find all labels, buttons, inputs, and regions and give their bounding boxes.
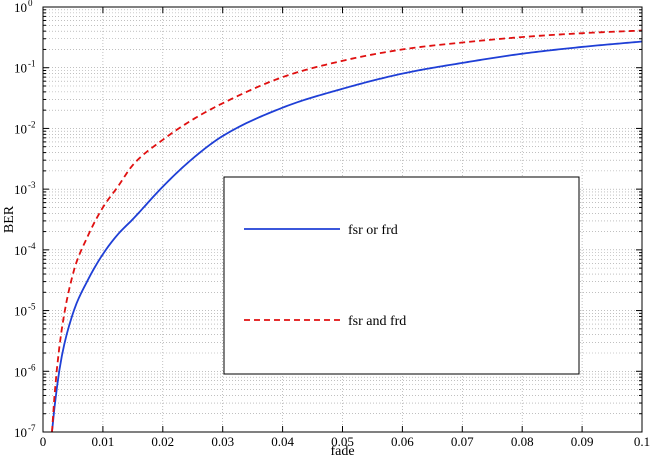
- y-tick-label: 10 0: [14, 0, 33, 15]
- grid: [43, 7, 642, 432]
- y-tick-base: 10: [14, 0, 27, 15]
- y-tick-base: 10: [14, 304, 27, 319]
- x-tick-label: 0.01: [92, 434, 115, 449]
- y-tick-label: 10 -7: [14, 423, 36, 440]
- x-tick-label: 0.04: [271, 434, 294, 449]
- y-tick-base: 10: [14, 182, 27, 197]
- series-layer: [51, 29, 643, 433]
- y-tick-label: 10 -2: [14, 119, 36, 136]
- y-tick-exponent: -5: [28, 302, 36, 312]
- x-tick-label: 0: [40, 434, 47, 449]
- y-axis-label: BER: [2, 205, 17, 233]
- legend-label-fsr-or-frd: fsr or frd: [348, 223, 398, 238]
- y-tick-exponent: -6: [28, 362, 36, 372]
- y-tick-label: 10 -1: [14, 59, 36, 76]
- y-tick-base: 10: [14, 61, 27, 76]
- y-tick-exponent: -7: [28, 423, 36, 433]
- legend: fsr or frd fsr and frd: [223, 176, 580, 375]
- x-tick-label: 0.02: [151, 434, 174, 449]
- x-tick-labels: 0 0.01 0.02 0.03 0.04 0.05 0.06 0.07 0.08 0.09 0.1: [40, 434, 650, 449]
- legend-label-fsr-and-frd: fsr and frd: [348, 314, 406, 329]
- y-tick-label: 10 -4: [14, 241, 36, 258]
- series-line-fsr-and-frd: [51, 29, 643, 433]
- y-tick-base: 10: [14, 121, 27, 136]
- y-tick-exponent: -2: [28, 119, 36, 129]
- y-tick-label: 10 -6: [14, 362, 36, 379]
- y-tick-exponent: -3: [28, 180, 36, 190]
- x-tick-label: 0.03: [211, 434, 234, 449]
- y-tick-base: 10: [14, 364, 27, 379]
- y-tick-base: 10: [14, 425, 27, 440]
- y-tick-base: 10: [14, 243, 27, 258]
- x-tick-label: 0.06: [391, 434, 414, 449]
- legend-box: [223, 176, 580, 375]
- x-tick-label: 0.1: [634, 434, 650, 449]
- y-tick-exponent: -4: [28, 241, 36, 251]
- y-tick-exponent: -1: [28, 59, 36, 69]
- x-tick-label: 0.09: [571, 434, 594, 449]
- y-tick-label: 10 -5: [14, 302, 36, 319]
- x-tick-label: 0.08: [511, 434, 534, 449]
- y-tick-exponent: 0: [28, 0, 33, 8]
- x-tick-label: 0.07: [451, 434, 474, 449]
- y-tick-label: 10 -3: [14, 180, 36, 197]
- x-axis-label: fade: [330, 444, 354, 459]
- x-tick-label: 0.05: [331, 434, 354, 449]
- series-line-fsr-or-frd: [51, 40, 643, 433]
- tick-marks: [42, 6, 643, 433]
